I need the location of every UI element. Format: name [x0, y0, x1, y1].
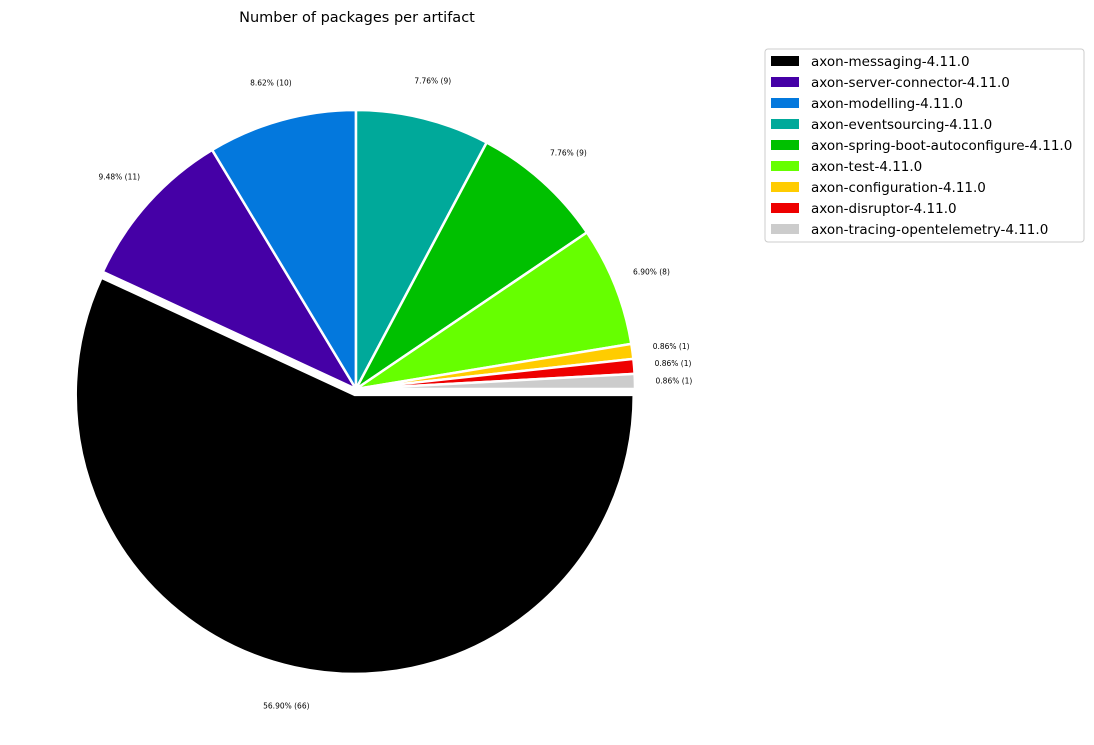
pie-slice-axon-spring-boot-autoconfigure-4-11-0 [354, 141, 589, 391]
legend-swatch-axon-messaging-4-11-0 [771, 56, 799, 66]
pie-slice-axon-eventsourcing-4-11-0 [354, 108, 488, 391]
slice-label-axon-eventsourcing-4-11-0: 7.76% (9) [414, 76, 451, 85]
legend-label-axon-tracing-opentelemetry-4-11-0: axon-tracing-opentelemetry-4.11.0 [811, 222, 1048, 238]
slice-label-axon-spring-boot-autoconfigure-4-11-0: 7.76% (9) [550, 148, 587, 157]
slice-labels: 56.90% (66) 9.48% (11) 8.62% (10) 7.76% (9)… [98, 76, 692, 710]
legend-label-axon-modelling-4-11-0: axon-modelling-4.11.0 [811, 96, 963, 112]
pie-slice-axon-messaging-4-11-0 [74, 276, 635, 676]
slice-label-axon-tracing-opentelemetry-4-11-0: 0.86% (1) [656, 376, 693, 385]
pie-slice-axon-tracing-opentelemetry-4-11-0 [354, 372, 637, 391]
legend-label-axon-messaging-4-11-0: axon-messaging-4.11.0 [811, 54, 970, 70]
slice-label-axon-modelling-4-11-0: 8.62% (10) [250, 79, 292, 88]
pie-slices [74, 108, 637, 676]
legend-swatch-axon-configuration-4-11-0 [771, 182, 799, 192]
slice-label-axon-configuration-4-11-0: 0.86% (1) [653, 342, 690, 351]
legend-label-axon-configuration-4-11-0: axon-configuration-4.11.0 [811, 180, 986, 196]
slice-label-axon-test-4-11-0: 6.90% (8) [633, 267, 670, 276]
slice-label-axon-server-connector-4-11-0: 9.48% (11) [98, 173, 140, 182]
slice-label-axon-disruptor-4-11-0: 0.86% (1) [655, 359, 692, 368]
pie-slice-axon-server-connector-4-11-0 [101, 148, 358, 391]
legend-label-axon-server-connector-4-11-0: axon-server-connector-4.11.0 [811, 75, 1010, 91]
legend-label-axon-spring-boot-autoconfigure-4-11-0: axon-spring-boot-autoconfigure-4.11.0 [811, 138, 1072, 154]
legend-frame [764, 48, 1085, 243]
legend: axon-messaging-4.11.0 axon-server-connect… [764, 48, 1085, 243]
legend-swatch-axon-test-4-11-0 [771, 161, 799, 171]
slice-label-axon-messaging-4-11-0: 56.90% (66) [263, 701, 309, 710]
legend-label-axon-test-4-11-0: axon-test-4.11.0 [811, 159, 922, 175]
pie-slice-axon-test-4-11-0 [354, 231, 633, 391]
chart-title: Number of packages per artifact [239, 10, 475, 26]
pie-slice-axon-modelling-4-11-0 [210, 108, 358, 391]
legend-swatch-axon-spring-boot-autoconfigure-4-11-0 [771, 140, 799, 150]
legend-swatch-axon-disruptor-4-11-0 [771, 203, 799, 213]
legend-swatch-axon-modelling-4-11-0 [771, 98, 799, 108]
legend-swatch-axon-eventsourcing-4-11-0 [771, 119, 799, 129]
legend-label-axon-disruptor-4-11-0: axon-disruptor-4.11.0 [811, 201, 957, 217]
legend-swatch-axon-server-connector-4-11-0 [771, 77, 799, 87]
legend-label-axon-eventsourcing-4-11-0: axon-eventsourcing-4.11.0 [811, 117, 992, 133]
legend-swatch-axon-tracing-opentelemetry-4-11-0 [771, 224, 799, 234]
